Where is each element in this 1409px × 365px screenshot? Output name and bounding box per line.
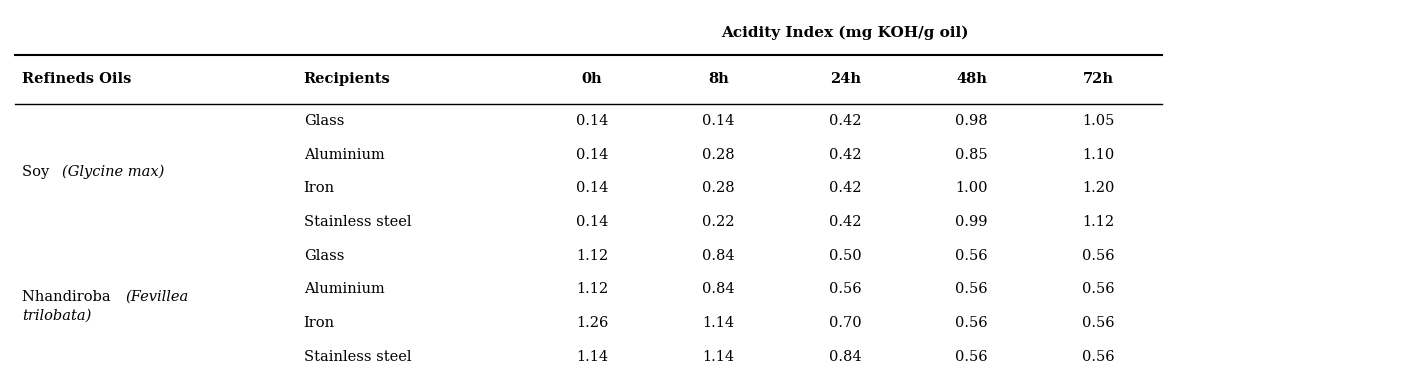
Text: Refineds Oils: Refineds Oils xyxy=(23,72,132,87)
Text: Nhandiroba: Nhandiroba xyxy=(23,290,116,304)
Text: Iron: Iron xyxy=(304,181,335,195)
Text: Acidity Index (mg KOH/g oil): Acidity Index (mg KOH/g oil) xyxy=(721,26,969,41)
Text: 0.14: 0.14 xyxy=(576,215,609,229)
Text: 0.84: 0.84 xyxy=(702,249,735,263)
Text: 1.14: 1.14 xyxy=(703,350,734,364)
Text: 0.56: 0.56 xyxy=(1082,316,1115,330)
Text: 8h: 8h xyxy=(709,72,728,87)
Text: 0.14: 0.14 xyxy=(576,114,609,128)
Text: 0.56: 0.56 xyxy=(1082,350,1115,364)
Text: 0.56: 0.56 xyxy=(828,283,861,296)
Text: trilobata): trilobata) xyxy=(23,308,92,323)
Text: Soy: Soy xyxy=(23,165,55,178)
Text: 48h: 48h xyxy=(957,72,988,87)
Text: 1.20: 1.20 xyxy=(1082,181,1115,195)
Text: 0.98: 0.98 xyxy=(955,114,988,128)
Text: 1.10: 1.10 xyxy=(1082,148,1115,162)
Text: 0.84: 0.84 xyxy=(702,283,735,296)
Text: 0.14: 0.14 xyxy=(576,181,609,195)
Text: Glass: Glass xyxy=(304,249,344,263)
Text: Stainless steel: Stainless steel xyxy=(304,350,411,364)
Text: 0.22: 0.22 xyxy=(702,215,735,229)
Text: 1.05: 1.05 xyxy=(1082,114,1115,128)
Text: 0.70: 0.70 xyxy=(828,316,861,330)
Text: 1.14: 1.14 xyxy=(703,316,734,330)
Text: 0.99: 0.99 xyxy=(955,215,988,229)
Text: (Fevillea: (Fevillea xyxy=(125,290,189,304)
Text: Iron: Iron xyxy=(304,316,335,330)
Text: 0.14: 0.14 xyxy=(576,148,609,162)
Text: 0.42: 0.42 xyxy=(828,148,861,162)
Text: Aluminium: Aluminium xyxy=(304,283,385,296)
Text: 72h: 72h xyxy=(1082,72,1113,87)
Text: Aluminium: Aluminium xyxy=(304,148,385,162)
Text: 0.28: 0.28 xyxy=(702,148,735,162)
Text: 24h: 24h xyxy=(830,72,861,87)
Text: 1.12: 1.12 xyxy=(576,249,609,263)
Text: 0.85: 0.85 xyxy=(955,148,988,162)
Text: Recipients: Recipients xyxy=(304,72,390,87)
Text: 0.56: 0.56 xyxy=(955,249,988,263)
Text: 0.56: 0.56 xyxy=(1082,249,1115,263)
Text: 0.42: 0.42 xyxy=(828,181,861,195)
Text: 0.56: 0.56 xyxy=(955,316,988,330)
Text: 0.28: 0.28 xyxy=(702,181,735,195)
Text: Stainless steel: Stainless steel xyxy=(304,215,411,229)
Text: 0h: 0h xyxy=(582,72,602,87)
Text: 0.14: 0.14 xyxy=(702,114,734,128)
Text: 0.56: 0.56 xyxy=(955,350,988,364)
Text: 1.26: 1.26 xyxy=(576,316,609,330)
Text: 1.14: 1.14 xyxy=(576,350,609,364)
Text: (Glycine max): (Glycine max) xyxy=(62,164,165,179)
Text: 0.56: 0.56 xyxy=(1082,283,1115,296)
Text: 1.00: 1.00 xyxy=(955,181,988,195)
Text: 0.50: 0.50 xyxy=(828,249,861,263)
Text: 1.12: 1.12 xyxy=(1082,215,1115,229)
Text: 0.56: 0.56 xyxy=(955,283,988,296)
Text: 0.84: 0.84 xyxy=(828,350,861,364)
Text: 1.12: 1.12 xyxy=(576,283,609,296)
Text: 0.42: 0.42 xyxy=(828,114,861,128)
Text: Glass: Glass xyxy=(304,114,344,128)
Text: 0.42: 0.42 xyxy=(828,215,861,229)
